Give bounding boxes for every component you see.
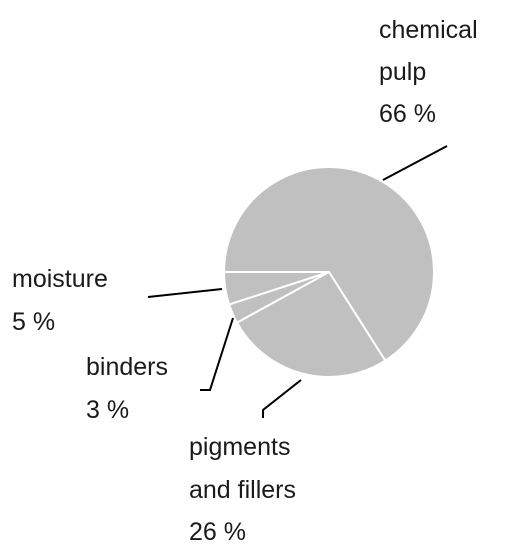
leader-line-chemical-pulp [383, 146, 447, 180]
slice-pct-binders: 3 % [86, 396, 129, 424]
slice-pct-chemical-pulp: 66 % [379, 100, 436, 128]
slice-pct-pigments-and-fillers: 26 % [189, 518, 246, 544]
slice-label-pigments-and-fillers: pigments [189, 433, 290, 461]
leader-line-pigments-and-fillers [263, 380, 301, 418]
slice-label-pigments-and-fillers-line2: and fillers [189, 476, 296, 504]
pie-slices [224, 167, 434, 377]
leader-line-binders [200, 318, 233, 390]
slice-label-chemical-pulp-line2: pulp [379, 58, 426, 86]
slice-label-binders: binders [86, 353, 168, 381]
slice-label-moisture: moisture [12, 265, 108, 293]
slice-pct-moisture: 5 % [12, 308, 55, 336]
slice-label-chemical-pulp: chemical [379, 16, 478, 44]
leader-line-moisture [148, 289, 222, 297]
